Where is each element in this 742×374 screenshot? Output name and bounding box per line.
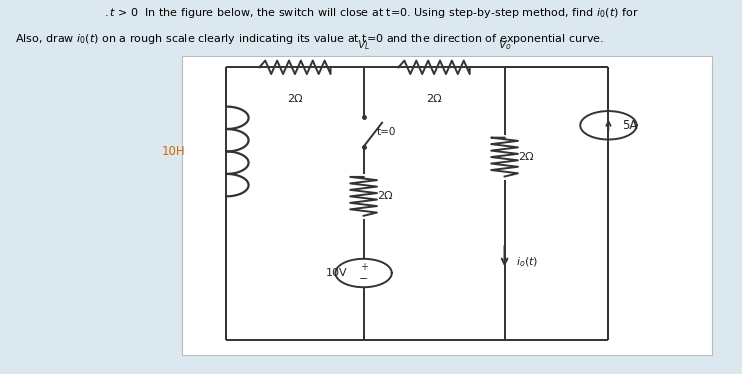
- Text: Also, draw $i_0(t)$ on a rough scale clearly indicating its value at t=0 and the: Also, draw $i_0(t)$ on a rough scale cle…: [15, 32, 604, 46]
- Text: +: +: [360, 262, 367, 272]
- Text: 10V: 10V: [326, 268, 347, 278]
- Text: V$_o$: V$_o$: [497, 39, 512, 52]
- Text: t=0: t=0: [377, 127, 396, 137]
- FancyBboxPatch shape: [182, 56, 712, 355]
- Text: 2Ω: 2Ω: [377, 191, 393, 201]
- Text: 2Ω: 2Ω: [287, 94, 303, 104]
- Text: 10H: 10H: [162, 145, 186, 158]
- Text: V$_L$: V$_L$: [357, 39, 370, 52]
- Text: $i_o(t)$: $i_o(t)$: [516, 255, 538, 269]
- Text: 5A: 5A: [622, 119, 637, 132]
- Text: −: −: [359, 275, 368, 284]
- Text: 2Ω: 2Ω: [518, 152, 533, 162]
- Text: $\it{.t}$ > 0  In the figure below, the switch will close at t=0. Using step-by-: $\it{.t}$ > 0 In the figure below, the s…: [104, 6, 638, 20]
- Text: 2Ω: 2Ω: [426, 94, 442, 104]
